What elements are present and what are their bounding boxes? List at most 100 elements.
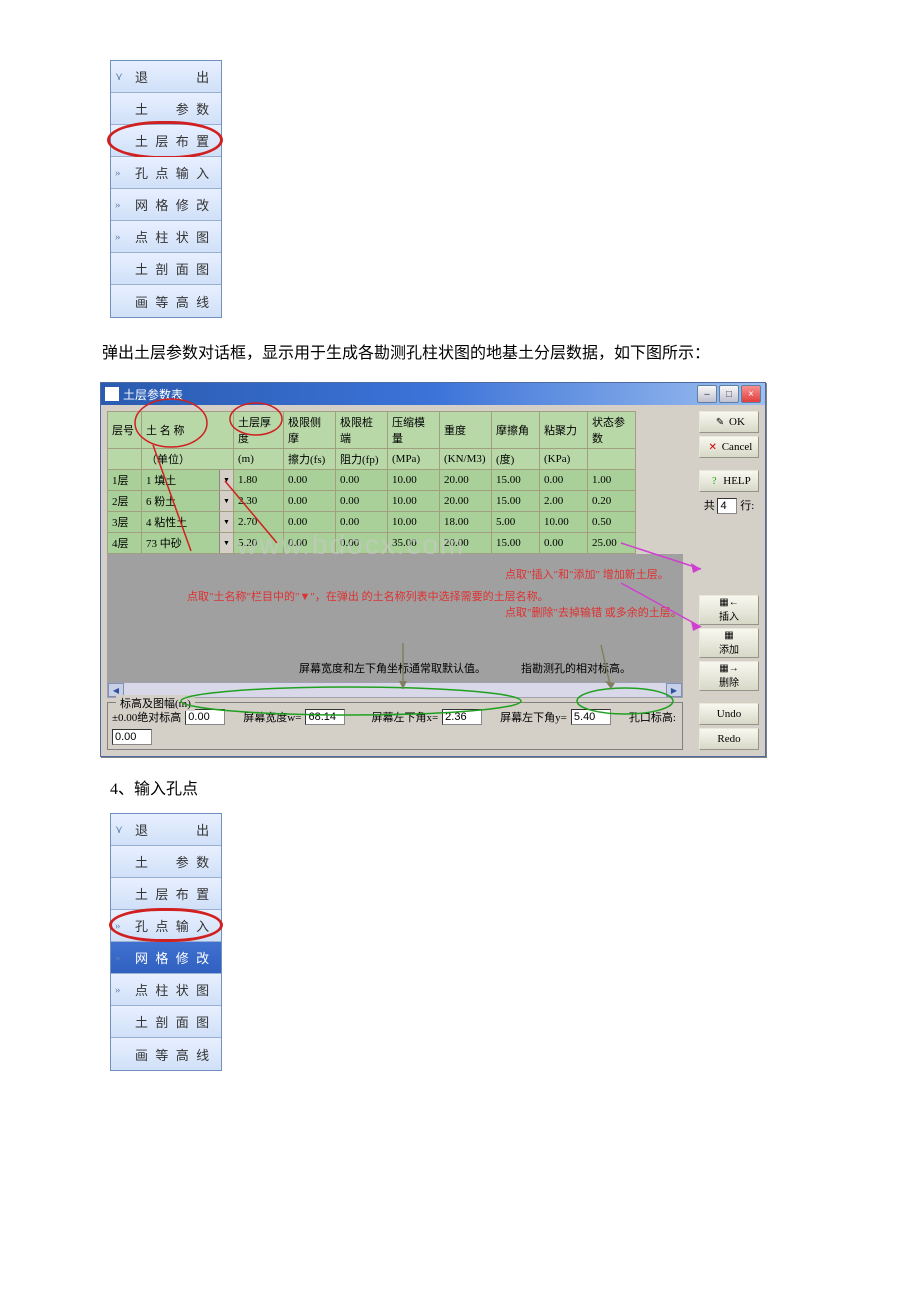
dropdown-icon[interactable]: ▼ [219,470,233,490]
table-cell[interactable]: 0.00 [284,491,336,512]
maximize-button[interactable]: □ [719,385,739,403]
help-button[interactable]: ?HELP [699,470,759,492]
menu-label: 点柱状图 [131,227,217,246]
table-cell[interactable]: 20.00 [440,470,492,491]
table-unit-header: 擦力(fs) [284,449,336,470]
menu-item[interactable]: 土层布置 [111,878,221,910]
scroll-right-button[interactable]: ▶ [666,683,682,697]
table-cell[interactable]: 0.00 [540,470,588,491]
hole-elev-input[interactable] [112,729,152,745]
table-cell[interactable]: 18.00 [440,512,492,533]
table-cell[interactable]: 15.00 [492,470,540,491]
menu-item[interactable]: 画等高线 [111,285,221,317]
table-cell[interactable]: 0.00 [336,491,388,512]
table-cell[interactable]: 4 粘性土▼ [142,512,234,533]
table-cell[interactable]: 10.00 [388,470,440,491]
table-cell[interactable]: 20.00 [440,533,492,554]
elevation-fieldset: 标高及图幅(m) ±0.00绝对标高 屏幕宽度w= 屏幕左下角x= 屏幕左下角y… [107,702,683,750]
table-cell[interactable]: 1.80 [234,470,284,491]
table-row: 3层4 粘性土▼2.700.000.0010.0018.005.0010.000… [108,512,636,533]
table-cell[interactable]: 0.00 [336,533,388,554]
table-cell[interactable]: 5.20 [234,533,284,554]
table-cell[interactable]: 25.00 [588,533,636,554]
table-cell[interactable]: 2.70 [234,512,284,533]
menu-item[interactable]: 土 参数 [111,846,221,878]
table-cell[interactable]: 1层 [108,470,142,491]
table-cell[interactable]: 0.00 [284,470,336,491]
table-unit-header [588,449,636,470]
table-cell[interactable]: 0.00 [336,512,388,533]
table-row: 4层73 中砂▼5.200.000.0035.0020.0015.000.002… [108,533,636,554]
table-cell[interactable]: 0.00 [284,512,336,533]
dropdown-icon[interactable]: ▼ [219,512,233,532]
menu-item[interactable]: ⋎退 出 [111,61,221,93]
menu-label: 点柱状图 [131,980,217,999]
add-button[interactable]: ▦添加 [699,628,759,658]
menu-item[interactable]: »孔点输入 [111,910,221,942]
insert-button[interactable]: ▦←插入 [699,595,759,625]
row-count-input[interactable] [717,498,737,514]
table-cell[interactable]: 4层 [108,533,142,554]
question-icon: ? [707,475,721,487]
ok-button[interactable]: ✎OK [699,411,759,433]
table-cell[interactable]: 2层 [108,491,142,512]
table-cell[interactable]: 0.00 [336,470,388,491]
table-cell[interactable]: 0.50 [588,512,636,533]
menu-item[interactable]: 土层布置 [111,125,221,157]
menu-item[interactable]: »网格修改 [111,942,221,974]
table-cell[interactable]: 1.00 [588,470,636,491]
table-cell[interactable]: 10.00 [388,491,440,512]
menu-item[interactable]: 土剖面图 [111,253,221,285]
close-button[interactable]: × [741,385,761,403]
table-cell[interactable]: 2.30 [234,491,284,512]
table-cell[interactable]: 35.00 [388,533,440,554]
dropdown-icon[interactable]: ▼ [219,533,233,553]
dropdown-icon[interactable]: ▼ [219,491,233,511]
menu-item[interactable]: 画等高线 [111,1038,221,1070]
menu-item[interactable]: »孔点输入 [111,157,221,189]
cancel-button[interactable]: ✕Cancel [699,436,759,458]
table-cell[interactable]: 10.00 [540,512,588,533]
menu-item[interactable]: ⋎退 出 [111,814,221,846]
table-cell[interactable]: 73 中砂▼ [142,533,234,554]
hint-delete: 点取"删除"去掉输错 或多余的土层。 [505,606,682,620]
table-cell[interactable]: 10.00 [388,512,440,533]
side-buttons-column: ✎OK ✕Cancel ?HELP 共 行: ▦←插入 ▦添加 ▦→删除 Und… [699,411,759,750]
add-icon: ▦ [722,630,736,641]
screen-lx-input[interactable] [442,709,482,725]
table-cell[interactable]: 3层 [108,512,142,533]
table-cell[interactable]: 0.00 [540,533,588,554]
screen-width-input[interactable] [305,709,345,725]
abs-elev-input[interactable] [185,709,225,725]
menu-item[interactable]: 土剖面图 [111,1006,221,1038]
table-cell[interactable]: 1 填土▼ [142,470,234,491]
table-cell[interactable]: 0.00 [284,533,336,554]
table-cell[interactable]: 15.00 [492,491,540,512]
table-header: 状态参数 [588,412,636,449]
screen-ly-input[interactable] [571,709,611,725]
screen-width-label: 屏幕宽度w= [243,709,301,725]
undo-button[interactable]: Undo [699,703,759,725]
table-cell[interactable]: 20.00 [440,491,492,512]
hint-insert-add: 点取"插入"和"添加" 增加新土层。 [505,568,669,582]
table-cell[interactable]: 2.00 [540,491,588,512]
menu-item[interactable]: 土 参数 [111,93,221,125]
redo-button[interactable]: Redo [699,728,759,750]
table-cell[interactable]: 5.00 [492,512,540,533]
menu-item[interactable]: »网格修改 [111,189,221,221]
menu-item[interactable]: »点柱状图 [111,221,221,253]
menu-label: 土层布置 [131,131,217,150]
table-cell[interactable]: 0.20 [588,491,636,512]
table-cell[interactable]: 15.00 [492,533,540,554]
chevron-icon: ⋎ [115,823,129,836]
menu-label: 土剖面图 [131,1012,217,1031]
table-cell[interactable]: 6 粉土▼ [142,491,234,512]
table-header: 极限桩端 [336,412,388,449]
menu-item[interactable]: »点柱状图 [111,974,221,1006]
minimize-button[interactable]: – [697,385,717,403]
menu-label: 土层布置 [131,884,217,903]
delete-button[interactable]: ▦→删除 [699,661,759,691]
chevron-icon: » [115,952,129,964]
description-text: 弹出土层参数对话框，显示用于生成各勘测孔柱状图的地基土分层数据，如下图所示： [70,338,850,370]
hint-area: 点取"土名称"栏目中的"▼"，在弹出 的土名称列表中选择需要的土层名称。 点取"… [107,554,683,682]
